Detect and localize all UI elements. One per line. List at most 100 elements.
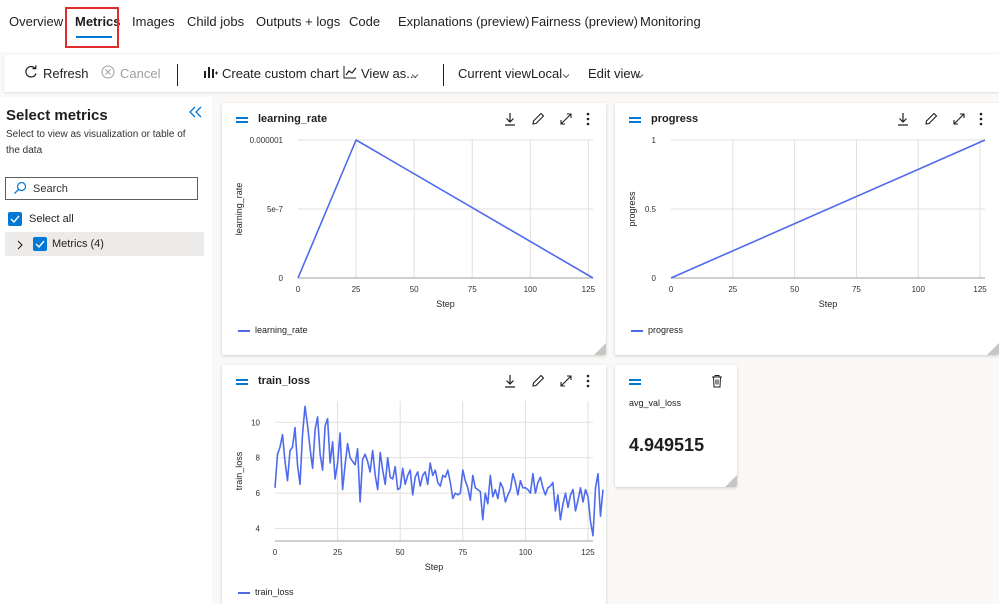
series-line [274,405,604,537]
x-tick-label: 0 [273,548,278,557]
resize-handle[interactable] [987,343,999,355]
x-axis-label: Step [425,562,444,572]
select-all-label: Select all [29,213,74,225]
cancel-icon [100,64,116,85]
download-icon[interactable] [895,111,911,132]
toolbar-divider [443,64,444,86]
more-options-icon[interactable] [584,111,592,132]
learning-rate-chart: 0 25 50 75 100 125 0 5e-7 0.000001 Step learning_r… [234,136,596,309]
x-tick-label: 0 [669,285,674,294]
drag-handle-icon[interactable] [629,379,641,387]
y-tick-label: 6 [256,489,261,498]
x-tick-label: 50 [790,285,799,294]
resize-handle[interactable] [594,343,606,355]
tab-explanations[interactable]: Explanations (preview) [398,14,530,29]
y-tick-label: 4 [256,525,261,534]
tab-outputs-logs[interactable]: Outputs + logs [256,14,341,29]
x-tick-label: 100 [524,285,538,294]
active-tab-indicator [76,36,112,38]
legend-label: train_loss [255,587,294,597]
view-as-dropdown[interactable]: View as... [361,66,418,81]
current-view-label: Current view: [458,66,535,81]
expand-icon[interactable] [558,373,574,394]
avg-val-loss-card: avg_val_loss 4.949515 [615,365,737,487]
y-axis-label: learning_rate [234,183,244,236]
card-title: train_loss [258,375,310,387]
more-options-icon[interactable] [977,111,985,132]
delete-icon[interactable] [710,373,724,394]
x-tick-label: 50 [396,548,405,557]
line-chart-icon[interactable] [342,64,358,85]
x-tick-label: 125 [973,285,987,294]
x-tick-label: 125 [581,548,595,557]
expand-icon[interactable] [558,111,574,132]
x-axis-label: Step [819,299,838,309]
legend-swatch [238,330,250,332]
card-title: learning_rate [258,113,328,125]
cancel-button: Cancel [120,66,161,81]
chevron-right-icon[interactable] [15,238,25,256]
tab-code[interactable]: Code [349,14,381,29]
tab-monitoring[interactable]: Monitoring [640,14,701,29]
search-icon [13,181,27,200]
legend-label: learning_rate [255,325,308,335]
legend-swatch [238,592,250,594]
card-title: progress [651,113,699,125]
y-tick-label: 5e-7 [267,205,284,214]
y-tick-label: 10 [251,418,260,427]
drag-handle-icon[interactable] [629,117,641,125]
x-tick-label: 25 [352,285,361,294]
download-icon[interactable] [502,373,518,394]
bar-chart-icon[interactable] [202,64,218,85]
search-box [5,177,198,200]
collapse-panel-icon[interactable] [188,105,204,124]
tab-bar: Overview Metrics Images Child jobs Outpu… [0,0,999,52]
tab-metrics[interactable]: Metrics [75,14,121,29]
edit-icon[interactable] [530,111,546,132]
command-bar: Refresh Cancel Create custom chart View … [4,55,999,92]
tab-fairness[interactable]: Fairness (preview) [531,14,638,29]
edit-icon[interactable] [923,111,939,132]
more-options-icon[interactable] [584,373,592,394]
download-icon[interactable] [502,111,518,132]
series-line [297,139,594,279]
chevron-down-icon [635,68,645,86]
x-tick-label: 100 [912,285,926,294]
y-tick-label: 0 [279,274,284,283]
metrics-group-checkbox[interactable] [33,237,47,251]
refresh-icon[interactable] [23,64,39,85]
tree-item-metrics[interactable]: Metrics (4) [5,232,204,256]
tab-overview[interactable]: Overview [9,14,64,29]
x-tick-label: 25 [333,548,342,557]
select-all-checkbox[interactable] [8,212,22,226]
resize-handle[interactable] [725,475,737,487]
create-custom-chart-button[interactable]: Create custom chart [222,66,340,81]
x-tick-label: 0 [296,285,301,294]
kpi-label: avg_val_loss [629,398,682,408]
drag-handle-icon[interactable] [236,379,248,387]
search-input[interactable] [33,181,183,196]
sidebar-description: Select to view as visualization or table… [6,129,186,156]
refresh-button[interactable]: Refresh [43,66,89,81]
y-tick-label: 0.000001 [250,136,284,145]
metrics-tab-highlight [65,7,119,48]
progress-card: progress 0 25 50 75 100 125 0 0.5 1 Step progress … [615,103,999,355]
tree-item-label: Metrics (4) [52,238,104,250]
sidebar-title: Select metrics [6,107,108,124]
train-loss-chart: 0 25 50 75 100 125 4 6 8 10 Step train_loss [234,401,604,572]
train-loss-card: train_loss 0 25 50 75 100 125 4 6 8 10 Step train_l… [222,365,606,604]
edit-view-dropdown[interactable]: Edit view [588,66,641,81]
current-view-dropdown[interactable]: Local [531,66,563,81]
y-tick-label: 0.5 [645,205,657,214]
edit-icon[interactable] [530,373,546,394]
tab-child-jobs[interactable]: Child jobs [187,14,245,29]
x-tick-label: 50 [410,285,419,294]
legend-swatch [631,330,643,332]
y-axis-label: train_loss [234,451,244,490]
drag-handle-icon[interactable] [236,117,248,125]
chevron-down-icon [561,68,571,86]
expand-icon[interactable] [951,111,967,132]
tab-images[interactable]: Images [132,14,175,29]
chevron-down-icon [410,68,420,86]
x-tick-label: 75 [458,548,467,557]
